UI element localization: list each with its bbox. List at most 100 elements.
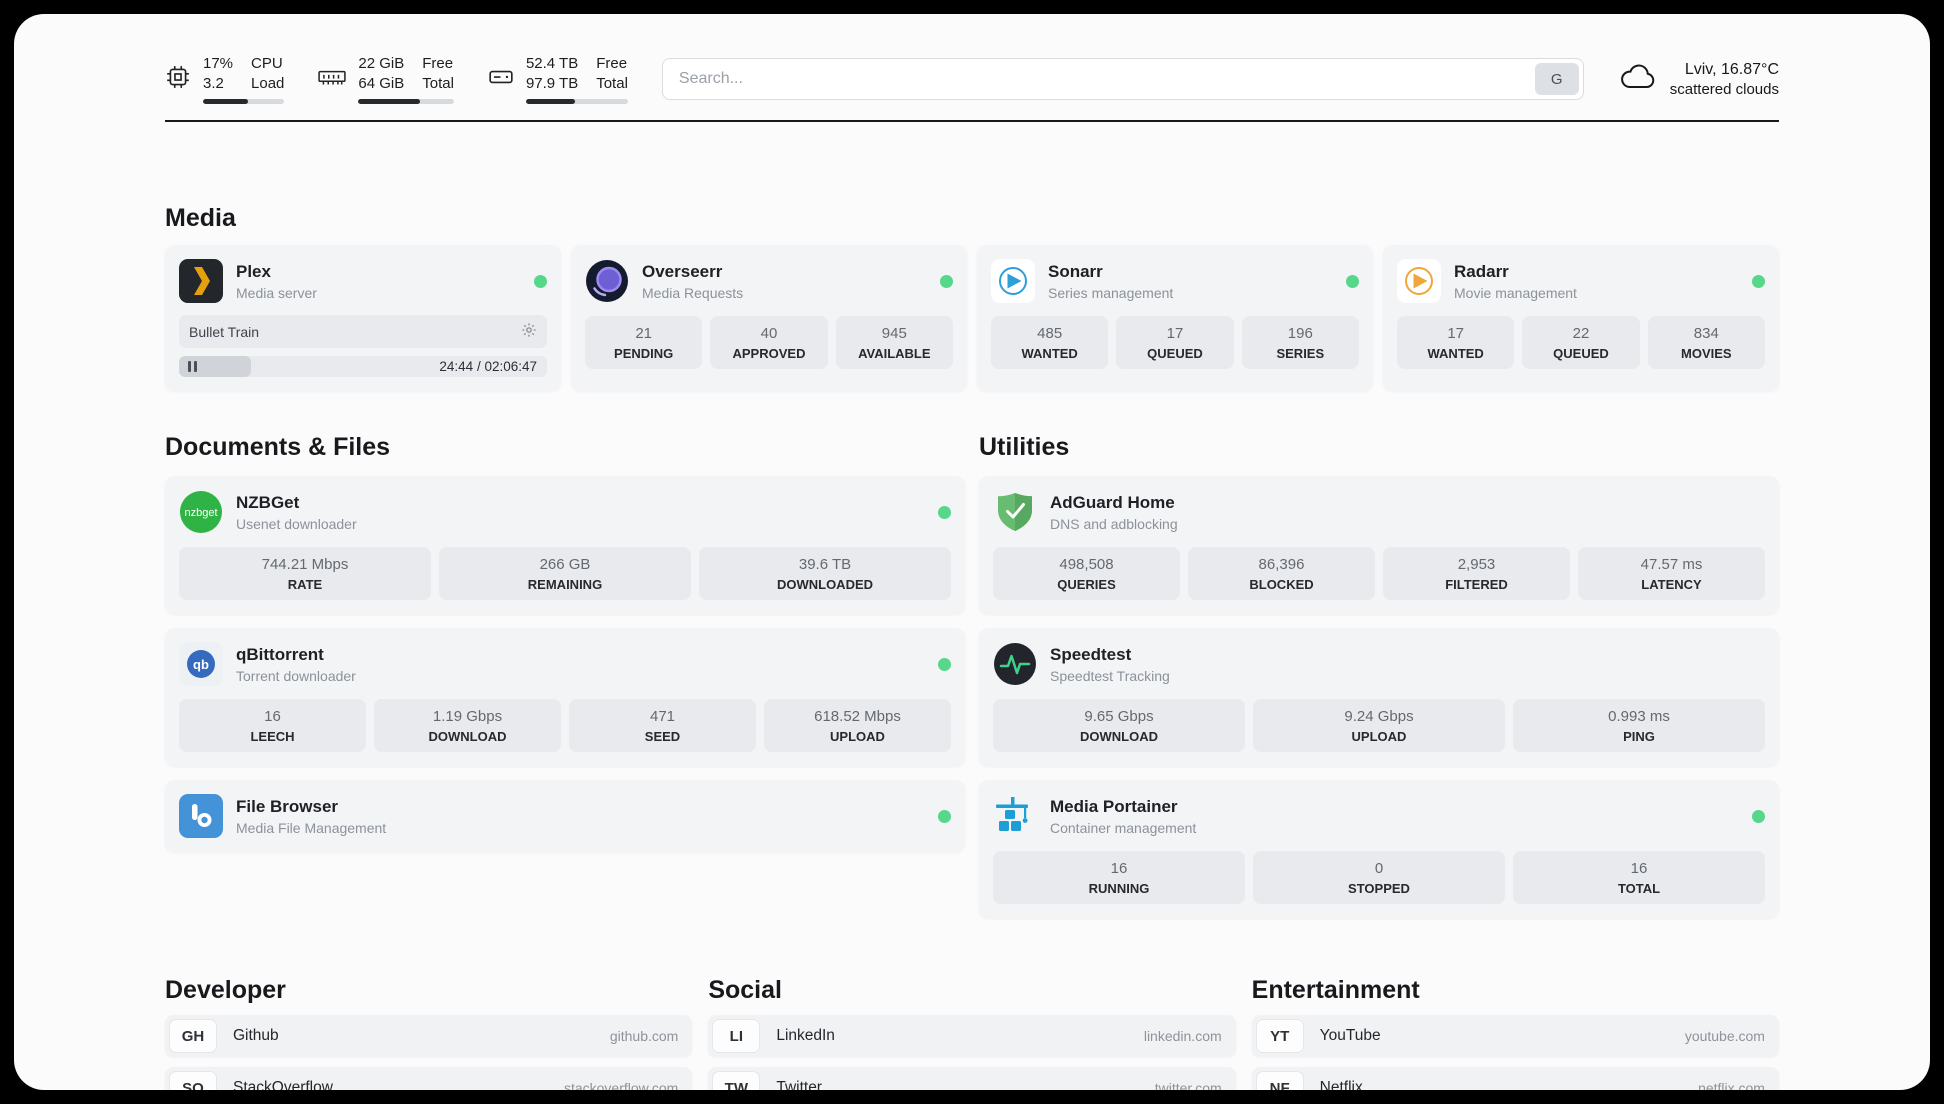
app-name: Plex bbox=[236, 261, 271, 281]
playback-progress-bar: 24:44 / 02:06:47 bbox=[179, 356, 547, 377]
section-title-social: Social bbox=[708, 976, 782, 1004]
radarr-icon bbox=[1397, 259, 1441, 303]
gear-icon[interactable] bbox=[521, 322, 537, 341]
nzbget-icon: nzbget bbox=[180, 491, 222, 533]
bookmark-name: Twitter bbox=[776, 1079, 822, 1090]
cpu-icon bbox=[165, 64, 191, 95]
svg-text:nzbget: nzbget bbox=[184, 507, 217, 519]
speedtest-app-link[interactable]: Speedtest Speedtest Tracking bbox=[993, 642, 1765, 686]
nzbget-app-link[interactable]: nzbget NZBGet Usenet downloader bbox=[179, 490, 951, 534]
portainer-icon bbox=[996, 797, 1028, 831]
ram-free-label: Free bbox=[422, 55, 454, 72]
section-title-developer: Developer bbox=[165, 976, 286, 1004]
stat-stopped: 0 STOPPED bbox=[1253, 851, 1505, 904]
qbittorrent-app-link[interactable]: qb qBittorrent Torrent downloader bbox=[179, 642, 951, 686]
section-title-documents: Documents & Files bbox=[165, 433, 391, 461]
cpu-load-value: 3.2 bbox=[203, 74, 224, 92]
status-dot bbox=[940, 274, 953, 288]
plex-app-link[interactable]: Plex Media server bbox=[179, 259, 547, 303]
stat-downloaded: 39.6 TB DOWNLOADED bbox=[699, 547, 951, 600]
stat-rate: 744.21 Mbps RATE bbox=[179, 547, 431, 600]
nzbget-card: nzbget NZBGet Usenet downloader 744.21 M… bbox=[165, 476, 965, 614]
filebrowser-app-link[interactable]: File Browser Media File Management bbox=[179, 794, 951, 838]
search-engine-button[interactable]: G bbox=[1534, 63, 1579, 95]
app-name: Overseerr bbox=[642, 261, 723, 281]
app-subtitle: Media Requests bbox=[642, 284, 744, 301]
ram-icon bbox=[318, 66, 347, 93]
stat-queued: 17 QUEUED bbox=[1116, 316, 1234, 369]
status-dot bbox=[534, 274, 547, 288]
disk-free-value: 52.4 TB bbox=[525, 55, 579, 72]
ram-total-label: Total bbox=[422, 74, 454, 92]
overseerr-icon bbox=[586, 260, 628, 302]
bookmark-twitter[interactable]: TW Twitter twitter.com bbox=[708, 1067, 1236, 1090]
bookmark-url: netflix.com bbox=[1698, 1080, 1765, 1090]
bookmark-url: stackoverflow.com bbox=[563, 1080, 679, 1090]
cpu-label: CPU bbox=[251, 55, 283, 72]
dashboard-panel: 17% 3.2 CPU Load bbox=[14, 14, 1930, 1090]
ram-usage-bar bbox=[358, 99, 454, 104]
stat-seed: 471 SEED bbox=[569, 699, 756, 752]
stat-filtered: 2,953 FILTERED bbox=[1383, 547, 1570, 600]
cloud-icon bbox=[1618, 62, 1658, 97]
bookmark-name: YouTube bbox=[1319, 1027, 1381, 1044]
stat-latency: 47.57 ms LATENCY bbox=[1578, 547, 1765, 600]
header-divider bbox=[165, 120, 1779, 122]
svg-text:qb: qb bbox=[193, 657, 209, 672]
pause-icon[interactable] bbox=[188, 361, 197, 372]
app-name: Media Portainer bbox=[1050, 796, 1178, 816]
app-name: Sonarr bbox=[1048, 261, 1103, 281]
bookmark-github[interactable]: GH Github github.com bbox=[165, 1015, 693, 1057]
adguard-icon bbox=[998, 493, 1032, 531]
app-name: NZBGet bbox=[236, 492, 300, 512]
qbittorrent-card: qb qBittorrent Torrent downloader 16 LEE… bbox=[165, 628, 965, 766]
app-subtitle: DNS and adblocking bbox=[1050, 515, 1178, 532]
portainer-app-link[interactable]: Media Portainer Container management bbox=[993, 794, 1765, 838]
disk-icon bbox=[488, 64, 514, 95]
search-input[interactable] bbox=[661, 58, 1584, 100]
weather-widget: Lviv, 16.87°C scattered clouds bbox=[1618, 61, 1779, 98]
nzbget-stats: 744.21 Mbps RATE 266 GB REMAINING 39.6 T… bbox=[179, 547, 951, 600]
bookmark-linkedin[interactable]: LI LinkedIn linkedin.com bbox=[708, 1015, 1236, 1057]
app-subtitle: Container management bbox=[1050, 819, 1197, 836]
filebrowser-card: File Browser Media File Management bbox=[165, 780, 965, 852]
adguard-card: AdGuard Home DNS and adblocking 498,508 … bbox=[979, 476, 1779, 614]
bookmark-abbr: LI bbox=[712, 1019, 761, 1053]
bookmark-abbr: GH bbox=[169, 1019, 217, 1053]
stat-blocked: 86,396 BLOCKED bbox=[1188, 547, 1375, 600]
app-subtitle: Media server bbox=[236, 284, 317, 301]
status-dot bbox=[938, 657, 951, 671]
status-dot bbox=[938, 809, 951, 823]
sonarr-app-link[interactable]: Sonarr Series management bbox=[991, 259, 1359, 303]
search-bar: G bbox=[661, 58, 1584, 100]
app-subtitle: Usenet downloader bbox=[236, 515, 357, 532]
app-subtitle: Torrent downloader bbox=[236, 667, 356, 684]
bookmark-netflix[interactable]: NF Netflix netflix.com bbox=[1251, 1067, 1779, 1090]
stat-leech: 16 LEECH bbox=[179, 699, 366, 752]
cpu-widget: 17% 3.2 CPU Load bbox=[165, 54, 285, 104]
bookmark-name: StackOverflow bbox=[233, 1079, 333, 1090]
adguard-app-link[interactable]: AdGuard Home DNS and adblocking bbox=[993, 490, 1765, 534]
weather-condition: scattered clouds bbox=[1669, 80, 1779, 98]
stat-running: 16 RUNNING bbox=[993, 851, 1245, 904]
bookmark-stackoverflow[interactable]: SO StackOverflow stackoverflow.com bbox=[165, 1067, 693, 1090]
portainer-stats: 16 RUNNING 0 STOPPED 16 TOTAL bbox=[993, 851, 1765, 904]
bookmark-youtube[interactable]: YT YouTube youtube.com bbox=[1251, 1015, 1779, 1057]
social-column: Social LI LinkedIn linkedin.com TW Twitt… bbox=[708, 976, 1236, 1090]
stat-remaining: 266 GB REMAINING bbox=[439, 547, 691, 600]
ram-widget: 22 GiB 64 GiB Free Total bbox=[318, 54, 454, 104]
radarr-app-link[interactable]: Radarr Movie management bbox=[1397, 259, 1765, 303]
stat-upload: 618.52 Mbps UPLOAD bbox=[764, 699, 951, 752]
overseerr-app-link[interactable]: Overseerr Media Requests bbox=[585, 259, 953, 303]
status-dot bbox=[1752, 274, 1765, 288]
stat-wanted: 485 WANTED bbox=[991, 316, 1109, 369]
disk-total-value: 97.9 TB bbox=[525, 74, 579, 92]
stat-queries: 498,508 QUERIES bbox=[993, 547, 1180, 600]
app-subtitle: Movie management bbox=[1454, 284, 1577, 301]
status-dot bbox=[1346, 274, 1359, 288]
sonarr-stats: 485 WANTED 17 QUEUED 196 SERIES bbox=[991, 316, 1359, 369]
app-name: File Browser bbox=[236, 796, 339, 816]
ram-free-value: 22 GiB bbox=[358, 55, 405, 72]
status-dot bbox=[1752, 809, 1765, 823]
